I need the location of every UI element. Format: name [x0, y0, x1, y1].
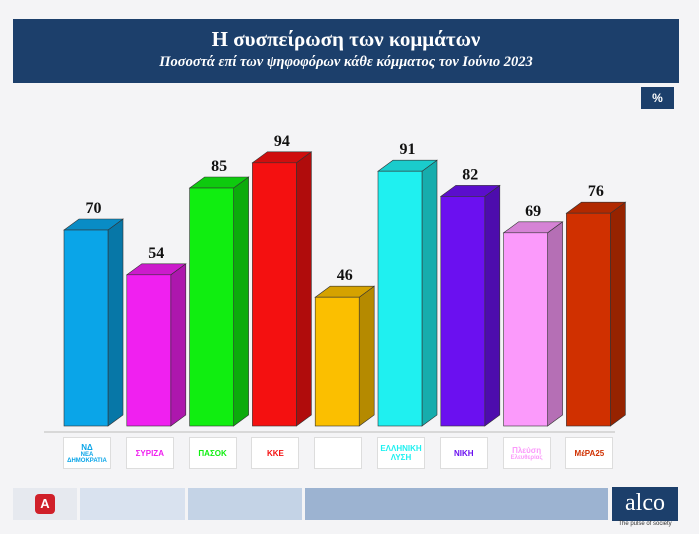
party-logo-sub-0: ΝΕΑ ΔΗΜΟΚΡΑΤΙΑ	[67, 451, 107, 464]
footer-strip-2	[188, 488, 302, 520]
data-label-2: 85	[211, 158, 227, 175]
data-label-5: 91	[400, 141, 416, 158]
bar-side-3	[296, 151, 312, 427]
party-logo-7: Πλεύση Ελευθερίας	[502, 437, 551, 469]
bar-side-6	[484, 184, 501, 427]
bar-5	[377, 159, 438, 427]
bar-front-7	[503, 232, 548, 427]
party-logo-1: ΣΥΡΙΖΑ	[125, 437, 174, 469]
bar-front-3	[252, 162, 297, 427]
data-label-6: 82	[462, 166, 478, 183]
party-logo-text-7: Πλεύση	[512, 445, 542, 455]
channel-logo: A	[35, 494, 55, 514]
party-logo-text-8: ΜέΡΑ25	[574, 448, 605, 458]
data-label-3: 94	[274, 133, 290, 150]
bar-4	[314, 285, 376, 427]
data-label-4: 46	[337, 267, 353, 284]
party-logo-2: ΠΑΣΟΚ	[188, 437, 237, 469]
bar-side-7	[547, 221, 563, 427]
party-logo-8: ΜέΡΑ25	[565, 437, 614, 469]
bar-side-5	[421, 159, 438, 427]
bar-front-2	[189, 187, 234, 427]
data-label-7: 69	[525, 203, 541, 220]
party-logo-0: ΝΔ ΝΕΑ ΔΗΜΟΚΡΑΤΙΑ	[63, 437, 111, 469]
party-logo-text-1: ΣΥΡΙΖΑ	[135, 448, 164, 458]
chart-subtitle: Ποσοστά επί των ψηφοφόρων κάθε κόμματος …	[159, 54, 533, 70]
alco-tagline: The pulse of society	[618, 521, 672, 527]
bar-side-1	[170, 263, 187, 427]
bar-front-4	[314, 296, 360, 427]
party-logo-5: ΕΛΛΗΝΙΚΗ ΛΥΣΗ	[377, 437, 425, 469]
data-label-8: 76	[588, 183, 604, 200]
bar-front-1	[126, 274, 172, 427]
party-logo-text-6: ΝΙΚΗ	[454, 448, 474, 458]
bar-2	[188, 176, 250, 427]
party-logo-6: ΝΙΚΗ	[439, 437, 488, 469]
party-logo-text-2: ΠΑΣΟΚ	[198, 448, 227, 458]
bar-6	[439, 184, 501, 427]
bar-front-0	[63, 229, 109, 427]
bar-8	[565, 201, 627, 427]
unit-badge: %	[641, 87, 674, 109]
party-logo-text-3: ΚΚΕ	[266, 448, 284, 458]
chart-header: Η συσπείρωση των κομμάτων Ποσοστά επί τω…	[13, 19, 679, 83]
bar-side-0	[107, 218, 124, 427]
bar-side-4	[358, 285, 375, 427]
data-label-1: 54	[148, 245, 164, 262]
bar-3	[251, 151, 313, 427]
party-logo-text-0: ΝΔ	[81, 442, 93, 452]
party-logo-sub-7: Ελευθερίας	[510, 454, 543, 461]
party-logo-3: ΚΚΕ	[251, 437, 300, 469]
footer-strip-1	[80, 488, 185, 520]
bar-0	[63, 218, 124, 427]
chart-title: Η συσπείρωση των κομμάτων	[211, 27, 481, 51]
channel-logo-box: A	[13, 488, 77, 520]
bar-front-8	[566, 212, 611, 427]
bar-side-8	[610, 201, 626, 427]
party-logo-text-5: ΕΛΛΗΝΙΚΗ ΛΥΣΗ	[380, 444, 422, 462]
party-logo-4	[314, 437, 363, 469]
bar-front-6	[440, 196, 486, 427]
bar-1	[125, 263, 187, 427]
footer-strip-3	[305, 488, 608, 520]
bar-front-5	[377, 170, 423, 427]
alco-logo: alco	[612, 487, 678, 521]
bar-7	[502, 221, 564, 427]
data-label-0: 70	[86, 200, 102, 217]
bar-side-2	[233, 176, 249, 427]
